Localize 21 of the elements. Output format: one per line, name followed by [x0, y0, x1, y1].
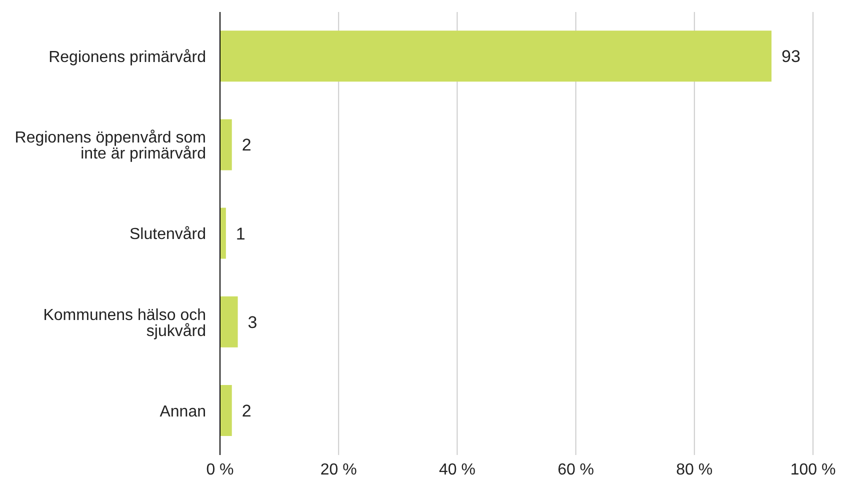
- data-label: 2: [242, 136, 252, 155]
- x-tick-label: 60 %: [558, 461, 594, 478]
- bar: [220, 30, 772, 82]
- data-label: 2: [242, 402, 252, 421]
- y-tick-label: Regionens öppenvård som inte är primärvård: [14, 130, 206, 163]
- data-label: 3: [248, 312, 258, 332]
- y-tick-label: Annan: [160, 403, 206, 420]
- y-tick-label: Kommunens hälso och sjukvård: [43, 306, 206, 340]
- y-tick-label: Regionens primärvård: [48, 48, 206, 66]
- bar: [220, 385, 232, 436]
- bar: [220, 296, 238, 348]
- x-tick-label: 100 %: [790, 461, 836, 478]
- x-tick-label: 0 %: [206, 461, 234, 478]
- x-tick-label: 20 %: [320, 461, 357, 478]
- data-label: 93: [781, 47, 800, 66]
- bar: [220, 119, 232, 170]
- x-tick-label: 80 %: [676, 461, 713, 478]
- data-label: 1: [236, 224, 246, 244]
- bar: [220, 208, 226, 259]
- x-tick-label: 40 %: [438, 461, 476, 478]
- y-tick-label: Slutenvård: [130, 226, 206, 244]
